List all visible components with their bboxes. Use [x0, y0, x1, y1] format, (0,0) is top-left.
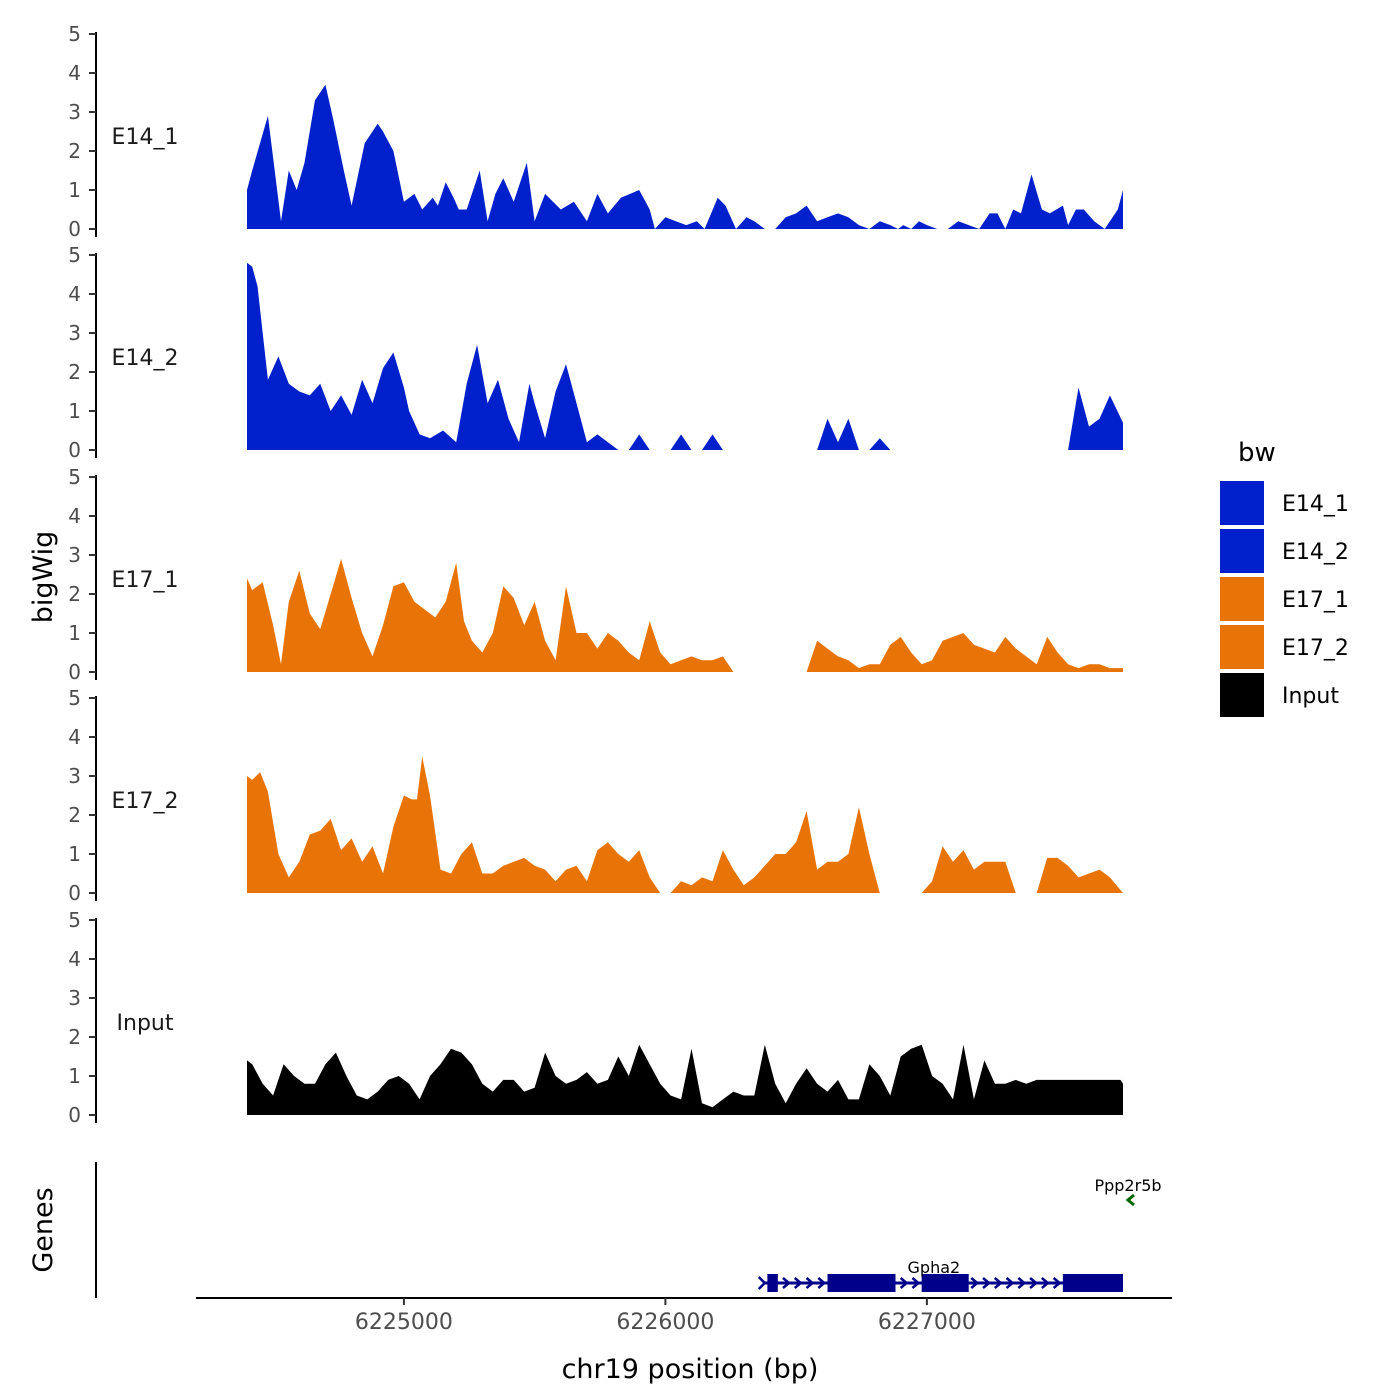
strand-arrow	[793, 1277, 803, 1289]
strand-arrow	[757, 1276, 767, 1290]
legend-item-e14_2: E14_2	[1220, 529, 1349, 573]
coverage-area-e17_1	[247, 558, 1123, 672]
strand-arrow	[970, 1277, 980, 1289]
legend-item-e17_2: E17_2	[1220, 625, 1349, 669]
track-label-e17_1: E17_1	[112, 568, 179, 593]
y-tick-label: 3	[68, 100, 81, 124]
gene-exon	[921, 1274, 969, 1292]
track-label-e14_1: E14_1	[112, 125, 179, 150]
y-tick-label: 3	[68, 321, 81, 345]
y-tick-label: 4	[68, 504, 81, 528]
track-label-input: Input	[117, 1011, 174, 1036]
legend-label: E17_1	[1282, 588, 1349, 613]
legend-label: E17_2	[1282, 636, 1349, 661]
y-tick-label: 1	[68, 178, 81, 202]
y-tick-label: 4	[68, 725, 81, 749]
y-tick-label: 2	[68, 360, 81, 384]
coverage-area-input	[247, 1044, 1123, 1115]
panel-e17_2: 0 1 2 3 4 5 E17_2	[68, 686, 1123, 905]
y-tick-label: 5	[68, 243, 81, 267]
panel-e14_2: 0 1 2 3 4 5 E14_2	[68, 243, 1123, 462]
legend-label: Input	[1282, 684, 1339, 709]
panel-e14_1: 0 1 2 3 4 5 E14_1	[68, 22, 1123, 241]
x-tick-label: 6225000	[355, 1310, 453, 1335]
strand-arrow	[1005, 1277, 1015, 1289]
genes-panel: Genes Gpha2 Ppp2r5b	[28, 1162, 1162, 1298]
coverage-area-e14_2	[247, 262, 1123, 450]
y-tick-label: 0	[68, 438, 81, 462]
gene-exon	[827, 1274, 896, 1292]
y-tick-label: 4	[68, 282, 81, 306]
gene-gpha2: Gpha2	[757, 1258, 1123, 1292]
legend-swatch	[1220, 529, 1264, 573]
legend-label: E14_1	[1282, 492, 1349, 517]
gene-label-gpha2: Gpha2	[908, 1258, 961, 1277]
y-tick-label: 2	[68, 803, 81, 827]
legend: bw E14_1 E14_2 E17_1 E17_2 Input	[1220, 438, 1349, 717]
y-tick-label: 4	[68, 61, 81, 85]
strand-arrow	[1041, 1277, 1050, 1289]
x-tick-label: 6226000	[616, 1310, 714, 1335]
y-tick-label: 1	[68, 621, 81, 645]
gene-exon	[767, 1274, 778, 1292]
y-tick-label: 5	[68, 908, 81, 932]
y-tick-label: 0	[68, 1103, 81, 1127]
x-tick-label: 6227000	[878, 1310, 976, 1335]
panel-input: 0 1 2 3 4 5 Input	[68, 908, 1123, 1127]
gene-ppp2r5b: Ppp2r5b	[1094, 1176, 1162, 1207]
strand-arrow	[1029, 1277, 1039, 1289]
y-tick-label: 0	[68, 881, 81, 905]
legend-swatch	[1220, 481, 1264, 525]
gene-label-ppp2r5b: Ppp2r5b	[1094, 1176, 1161, 1195]
legend-swatch	[1220, 673, 1264, 717]
y-tick-label: 1	[68, 399, 81, 423]
coverage-area-e14_1	[247, 84, 1123, 229]
y-tick-label: 5	[68, 22, 81, 46]
strand-arrow	[805, 1277, 815, 1289]
legend-swatch	[1220, 577, 1264, 621]
y-tick-label: 5	[68, 686, 81, 710]
panel-e17_1: 0 1 2 3 4 5 E17_1	[68, 465, 1123, 684]
track-label-e14_2: E14_2	[112, 346, 179, 371]
strand-arrow	[782, 1277, 791, 1289]
legend-item-e17_1: E17_1	[1220, 577, 1349, 621]
strand-arrow	[817, 1277, 827, 1289]
x-axis: 6225000 6226000 6227000	[196, 1297, 1172, 1335]
y-axis-title: bigWig	[28, 531, 59, 624]
y-tick-label: 0	[68, 217, 81, 241]
y-tick-label: 2	[68, 139, 81, 163]
strand-arrow	[1017, 1277, 1027, 1289]
legend-title: bw	[1238, 438, 1276, 468]
strand-arrow	[993, 1277, 1003, 1289]
legend-swatch	[1220, 625, 1264, 669]
coverage-area-e17_2	[247, 756, 1123, 893]
x-axis-title: chr19 position (bp)	[562, 1354, 819, 1385]
strand-arrow	[899, 1277, 909, 1289]
legend-item-input: Input	[1220, 673, 1339, 717]
gene-exon	[1062, 1274, 1123, 1292]
track-label-e17_2: E17_2	[112, 789, 179, 814]
y-tick-label: 0	[68, 660, 81, 684]
legend-label: E14_2	[1282, 540, 1349, 565]
y-tick-label: 1	[68, 842, 81, 866]
y-tick-label: 4	[68, 947, 81, 971]
y-tick-label: 2	[68, 1025, 81, 1049]
strand-arrow	[911, 1277, 921, 1289]
strand-arrow	[982, 1277, 991, 1289]
bigwig-panels: 0 1 2 3 4 5 E14_1 0 1 2 3 4 5 E14_2 0 1 2 3 4 5 E17_1 0 1 2 3 4 5 E…	[68, 22, 1123, 1127]
y-tick-label: 3	[68, 986, 81, 1010]
y-tick-label: 1	[68, 1064, 81, 1088]
genes-axis-title: Genes	[28, 1187, 59, 1272]
y-tick-label: 2	[68, 582, 81, 606]
strand-arrow	[1052, 1277, 1062, 1289]
y-tick-label: 5	[68, 465, 81, 489]
strand-arrow	[1125, 1193, 1135, 1207]
legend-item-e14_1: E14_1	[1220, 481, 1349, 525]
y-tick-label: 3	[68, 543, 81, 567]
y-tick-label: 3	[68, 764, 81, 788]
